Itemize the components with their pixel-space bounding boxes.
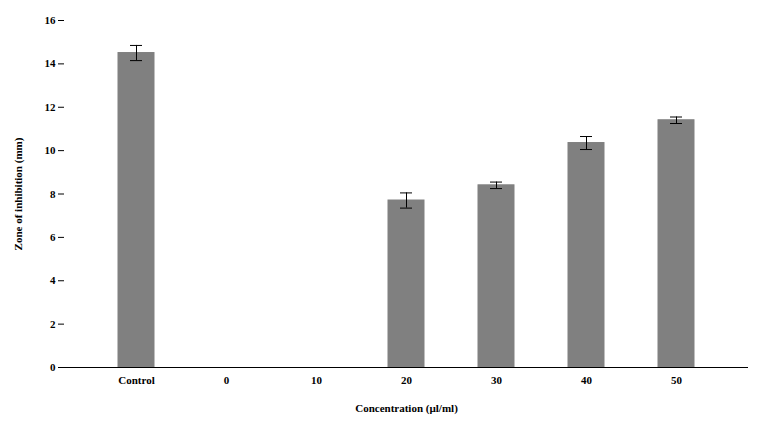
svg-text:4: 4 [50,274,56,286]
svg-text:Concentration (µl/ml): Concentration (µl/ml) [355,402,458,415]
svg-text:Control: Control [118,374,154,386]
svg-text:20: 20 [401,374,413,386]
svg-text:10: 10 [45,144,57,156]
svg-text:12: 12 [45,101,57,113]
svg-text:Zone of inhibition (mm): Zone of inhibition (mm) [12,137,25,250]
svg-text:40: 40 [581,374,593,386]
svg-text:14: 14 [45,57,57,69]
svg-text:30: 30 [491,374,503,386]
svg-text:50: 50 [671,374,683,386]
svg-text:6: 6 [50,231,56,243]
svg-text:2: 2 [50,318,56,330]
svg-text:10: 10 [311,374,323,386]
svg-text:0: 0 [224,374,230,386]
svg-text:0: 0 [50,361,56,373]
svg-text:16: 16 [45,14,57,26]
svg-text:8: 8 [50,188,56,200]
